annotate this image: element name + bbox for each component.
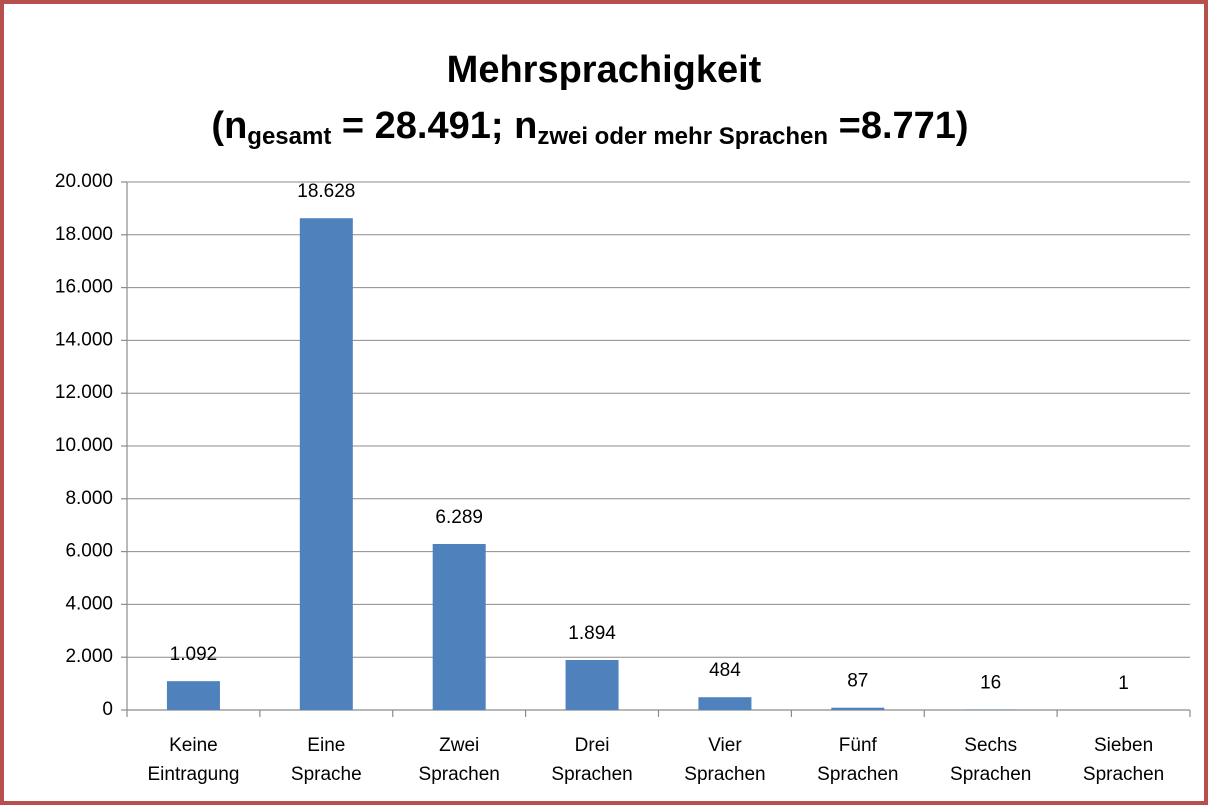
y-tick-label: 8.000 [65,488,113,509]
y-tick-label: 6.000 [65,541,113,562]
x-tick-label-line: Sprache [291,764,362,785]
subtitle-part: (n [211,105,247,147]
x-tick-label: Zwei Sprachen [419,735,500,785]
x-tick-label: Drei Sprachen [551,735,632,785]
x-tick-label: Keine Eintragung [147,735,239,785]
value-label: 484 [709,660,741,681]
bar [698,697,752,710]
subtitle-part: = 28.491; n [331,105,537,147]
x-tick-label-line: Sprachen [551,764,632,785]
x-tick-label-line: Sieben [1094,735,1153,756]
x-tick-label-line: Keine [169,735,218,756]
x-tick-label-line: Eine [307,735,345,756]
value-label: 16 [980,673,1001,694]
y-tick-label: 18.000 [55,224,113,245]
bar [565,659,619,710]
subtitle-subscript: zwei oder mehr Sprachen [537,123,828,150]
value-label: 6.289 [435,507,483,528]
bar [831,707,885,710]
subtitle-part: =8.771) [828,105,969,147]
y-tick-label: 10.000 [55,435,113,456]
y-tick-label: 2.000 [65,646,113,667]
x-tick-label-line: Vier [708,735,742,756]
chart-title: Mehrsprachigkeit [447,49,762,91]
y-tick-label: 4.000 [65,593,113,614]
bar [299,218,353,710]
x-tick-label-line: Sprachen [684,764,765,785]
bar [432,543,486,710]
y-tick-label: 20.000 [55,171,113,192]
y-tick-label: 12.000 [55,382,113,403]
value-label: 87 [847,671,868,692]
value-label: 1.092 [170,644,218,665]
value-label: 1 [1118,673,1129,694]
bar [166,681,220,710]
x-tick-label: Vier Sprachen [684,735,765,785]
x-tick-label-line: Sprachen [817,764,898,785]
chart-subtitle: (ngesamt = 28.491; nzwei oder mehr Sprac… [211,105,968,150]
value-label: 18.628 [297,181,355,202]
x-tick-label-line: Zwei [439,735,479,756]
y-tick-label: 14.000 [55,329,113,350]
x-tick-label: Eine Sprache [291,735,362,785]
x-tick-label: Sechs Sprachen [950,735,1031,785]
x-tick-label-line: Sprachen [1083,764,1164,785]
x-tick-label-line: Sechs [964,735,1017,756]
y-tick-label: 16.000 [55,277,113,298]
x-tick-label-line: Fünf [839,735,878,756]
subtitle-subscript: gesamt [247,123,331,150]
x-tick-label-line: Sprachen [950,764,1031,785]
y-tick-label: 0 [102,699,113,720]
value-label: 1.894 [568,623,616,644]
x-tick-label: Sieben Sprachen [1083,735,1164,785]
x-tick-label-line: Eintragung [147,764,239,785]
x-tick-label: Fünf Sprachen [817,735,898,785]
x-tick-label-line: Drei [575,735,610,756]
x-tick-label-line: Sprachen [419,764,500,785]
